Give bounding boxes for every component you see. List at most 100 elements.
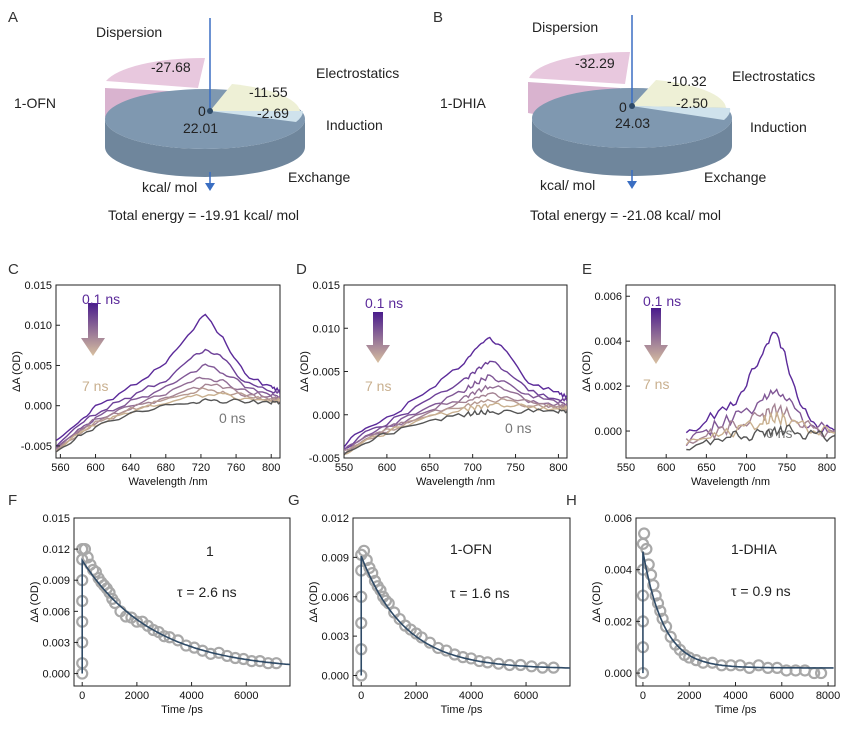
chart-h-xlabel: Time /ps	[715, 704, 757, 716]
kinetics-h-tau: τ = 0.9 ns	[731, 583, 791, 599]
chart-c-ylabel: ΔA (OD)	[11, 351, 23, 392]
pie-a-induction-slice	[210, 111, 303, 122]
chart-h-xtick-label: 6000	[770, 690, 794, 702]
pie-a-dispersion-slice	[106, 57, 205, 88]
pie-a-value-exchange: 22.01	[183, 120, 218, 136]
chart-h-xtick-label: 8000	[816, 690, 840, 702]
panel-letter-g: G	[288, 492, 300, 509]
chart-e-xtick-label: 550	[617, 462, 635, 474]
chart-d-ytick-label: 0.005	[312, 367, 340, 379]
chart-c-xlabel: Wavelength /nm	[128, 476, 207, 488]
chart-f-xlabel: Time /ps	[161, 704, 203, 716]
pie-b-exchange-side	[532, 118, 732, 176]
chart-g-plot-area	[355, 544, 570, 682]
chart-g-data-point	[366, 567, 379, 580]
pie-a-value-electrostatics: -11.55	[249, 84, 288, 100]
chart-g-ytick-label: 0.009	[321, 552, 349, 564]
chart-e-frame	[625, 284, 836, 459]
panel-letter-b: B	[433, 9, 443, 26]
chart-f: 0 2000 4000 6000 0.000 0.003 0.006 0.009 0.012 0.…	[29, 513, 291, 716]
chart-f-fit-line	[81, 557, 290, 674]
pie-b-total-energy: Total energy = -21.08 kcal/ mol	[530, 207, 721, 223]
pie-a-label-electrostatics: Electrostatics	[316, 65, 399, 81]
chart-d-xtick-label: 650	[421, 462, 439, 474]
chart-c-ytick-label: 0.010	[24, 320, 52, 332]
chart-h-data-point	[637, 527, 651, 540]
chart-g-frame	[352, 517, 571, 687]
chart-g-xtick-label: 4000	[459, 690, 483, 702]
chart-f-data-point	[180, 639, 193, 652]
chart-h-ytick-label: 0.004	[604, 565, 632, 577]
panel-letter-d: D	[296, 261, 307, 278]
spectra-e-top-label: 0.1 ns	[643, 293, 681, 309]
pie-a-value-induction: -2.69	[257, 105, 289, 121]
chart-d-ytick-label: 0.010	[312, 323, 340, 335]
chart-f-ytick-label: 0.003	[42, 637, 70, 649]
chart-e-ytick-label: 0.000	[594, 426, 622, 438]
pie-b-dispersion-slice	[529, 51, 630, 84]
chart-g-xtick-label: 0	[358, 690, 364, 702]
panel-letter-a: A	[8, 9, 18, 26]
chart-f-data-point	[130, 615, 143, 628]
chart-h-fit-line	[642, 551, 834, 674]
chart-c-series-8	[56, 398, 280, 453]
kinetics-f-name: 1	[206, 543, 214, 559]
chart-f-data-point	[108, 596, 122, 610]
pie-b-value-dispersion: -32.29	[575, 55, 615, 71]
pie-a-unit: kcal/ mol	[142, 179, 197, 195]
chart-g: 0 2000 4000 6000 0.000 0.003 0.006 0.009 0.012 Ti…	[308, 513, 571, 716]
chart-e-xtick-label: 600	[657, 462, 675, 474]
chart-f-xtick-label: 2000	[125, 690, 149, 702]
chart-e-xtick-label: 700	[737, 462, 755, 474]
chart-e-ytick-label: 0.002	[594, 381, 622, 393]
chart-e-ylabel: ΔA (OD)	[581, 351, 593, 392]
chart-g-ytick-label: 0.012	[321, 513, 349, 525]
chart-c-xtick-label: 600	[86, 462, 104, 474]
kinetics-h-name: 1-DHIA	[731, 541, 778, 557]
chart-f-data-point	[147, 623, 160, 637]
chart-d-series-8	[344, 408, 567, 455]
spectra-c-bottom-label: 7 ns	[82, 378, 108, 394]
chart-c-xtick-label: 760	[227, 462, 245, 474]
chart-h-ytick-label: 0.000	[604, 668, 632, 680]
chart-d-series-4	[344, 384, 567, 455]
pie-a-center-dot	[207, 108, 213, 114]
chart-h-data-point	[651, 597, 665, 610]
chart-c-series-3	[56, 363, 280, 448]
chart-d-xtick-label: 750	[506, 462, 524, 474]
pie-a	[105, 18, 305, 191]
pie-b-label-exchange: Exchange	[704, 169, 766, 185]
chart-f-frame	[73, 517, 291, 687]
chart-e-xtick-label: 650	[697, 462, 715, 474]
chart-f-data-point	[103, 586, 116, 599]
pie-a-zero-label: 0	[198, 103, 206, 119]
chart-h-ylabel: ΔA (OD)	[591, 582, 603, 623]
chart-e-series-4	[685, 411, 835, 446]
chart-g-ytick-label: 0.003	[321, 631, 349, 643]
spectra-d-zero-label: 0 ns	[505, 420, 531, 436]
chart-g-fit-line	[360, 555, 570, 676]
panel-letter-f: F	[8, 492, 17, 509]
pie-a-label-exchange: Exchange	[288, 169, 350, 185]
pie-a-exchange-side	[105, 119, 305, 177]
chart-h-ytick-label: 0.002	[604, 616, 632, 628]
chart-f-data-point	[158, 630, 171, 643]
pie-b-system-label: 1-DHIA	[440, 95, 487, 111]
chart-e-series-5	[686, 424, 835, 451]
spectra-d-top-label: 0.1 ns	[365, 295, 403, 311]
chart-f-ytick-label: 0.009	[42, 575, 70, 587]
chart-f-ytick-label: 0.015	[42, 513, 70, 525]
chart-d-ylabel: ΔA (OD)	[299, 351, 311, 392]
chart-c-xtick-label: 800	[262, 462, 280, 474]
chart-c-xtick-label: 720	[192, 462, 210, 474]
chart-d-series-3	[344, 374, 567, 451]
chart-f-ytick-label: 0.006	[42, 606, 70, 618]
chart-c-ytick-label: 0.000	[24, 401, 52, 413]
time-arrow-d	[366, 312, 390, 363]
pie-b-value-exchange: 24.03	[615, 115, 650, 131]
chart-g-xtick-label: 6000	[514, 690, 538, 702]
chart-d-xtick-label: 550	[335, 462, 353, 474]
plots-layer: 560 600 640 680 720 760 800 -0.005 0.000 0.005 0.0…	[11, 280, 840, 716]
chart-e-series-1	[685, 331, 835, 434]
pie-b-value-induction: -2.50	[676, 95, 708, 111]
